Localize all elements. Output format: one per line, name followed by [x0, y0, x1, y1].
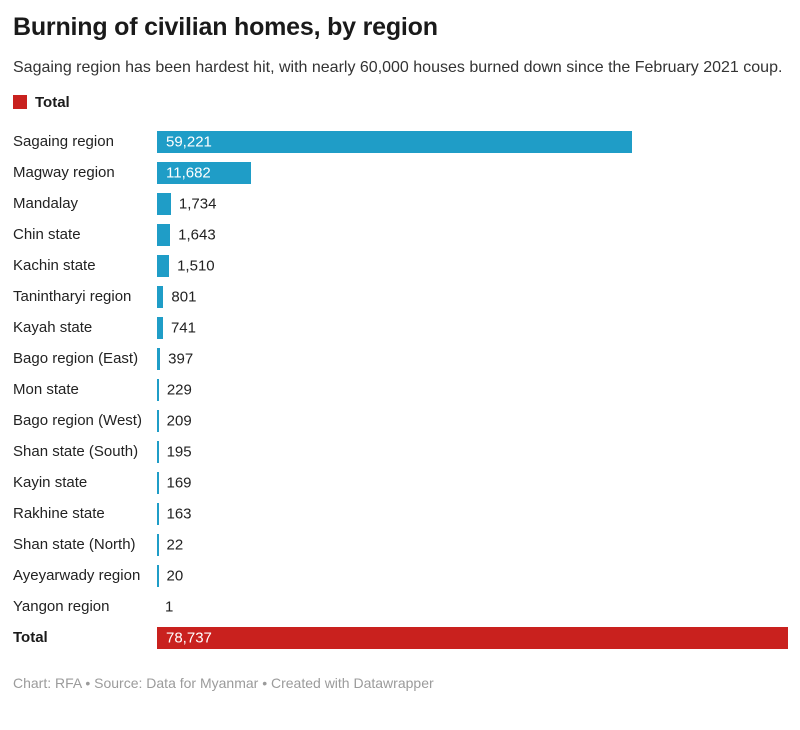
- row-label: Bago region (East): [13, 350, 139, 367]
- row-label: Shan state (North): [13, 536, 136, 553]
- bar-area: 169: [157, 471, 788, 494]
- bar-value: 1: [165, 598, 174, 615]
- bar-row: Yangon region 1: [13, 591, 788, 622]
- bar-value: 163: [166, 505, 192, 522]
- bar: [157, 316, 163, 339]
- bar: [157, 471, 159, 494]
- row-label: Rakhine state: [13, 505, 105, 522]
- row-label: Total: [13, 629, 48, 646]
- bar-value: 229: [166, 381, 192, 398]
- total-bar: [157, 626, 788, 649]
- bar-area: 1,510: [157, 254, 788, 277]
- bar: [157, 254, 170, 277]
- row-label: Yangon region: [13, 598, 110, 615]
- bar: [157, 161, 251, 184]
- row-label: Chin state: [13, 226, 81, 243]
- bar-row: Bago region (West) 209: [13, 405, 788, 436]
- bar-row: Kachin state 1,510: [13, 250, 788, 281]
- footer-credit: Chart: RFA • Source: Data for Myanmar • …: [13, 675, 434, 691]
- bar: [157, 192, 171, 215]
- legend-swatch-icon: [13, 95, 27, 109]
- bar: [157, 409, 159, 432]
- row-label: Mon state: [13, 381, 79, 398]
- bar-area: 229: [157, 378, 788, 401]
- bar-area: 22: [157, 533, 788, 556]
- bar-row: Magway region 11,682: [13, 157, 788, 188]
- bar-area: 20: [157, 564, 788, 587]
- bar-row: Total 78,737: [13, 622, 788, 653]
- bar: [157, 533, 159, 556]
- bar-row: Mon state 229: [13, 374, 788, 405]
- bar-value: 78,737: [166, 629, 212, 646]
- row-label: Sagaing region: [13, 133, 114, 150]
- bar-row: Shan state (South) 195: [13, 436, 788, 467]
- bar-row: Mandalay 1,734: [13, 188, 788, 219]
- bar: [157, 223, 171, 246]
- bar: [157, 564, 159, 587]
- chart-rows: Sagaing region 59,221 Magway region 11,682 M…: [13, 126, 788, 653]
- bar-value: 22: [166, 536, 184, 553]
- bar-area: 1: [157, 596, 788, 618]
- row-label: Magway region: [13, 164, 115, 181]
- bar: [157, 502, 159, 525]
- row-label: Shan state (South): [13, 443, 139, 460]
- bar: [157, 440, 159, 463]
- chart-card: Burning of civilian homes, by region Sag…: [13, 13, 788, 653]
- bar-row: Sagaing region 59,221: [13, 126, 788, 157]
- bar: [157, 285, 164, 308]
- bar-value: 397: [168, 350, 194, 367]
- bar-area: 78,737: [157, 626, 788, 649]
- bar-area: 195: [157, 440, 788, 463]
- bar-value: 11,682: [166, 164, 211, 181]
- legend: Total: [13, 93, 788, 111]
- row-label: Mandalay: [13, 195, 79, 212]
- bar: [157, 130, 632, 153]
- bar-value: 59,221: [166, 133, 212, 150]
- bar-value: 741: [170, 319, 196, 336]
- bar-area: 11,682: [157, 161, 788, 184]
- bar-area: 801: [157, 285, 788, 308]
- page-subtitle: Sagaing region has been hardest hit, wit…: [13, 59, 783, 76]
- bar-area: 59,221: [157, 130, 788, 153]
- legend-label: Total: [35, 93, 70, 111]
- row-label: Tanintharyi region: [13, 288, 132, 305]
- page-title: Burning of civilian homes, by region: [13, 13, 438, 41]
- bar-row: Kayah state 741: [13, 312, 788, 343]
- bar-value: 20: [166, 567, 184, 584]
- bar-value: 1,643: [178, 226, 216, 243]
- bar-value: 801: [171, 288, 197, 305]
- row-label: Kachin state: [13, 257, 96, 274]
- bar-row: Rakhine state 163: [13, 498, 788, 529]
- bar-value: 169: [166, 474, 192, 491]
- bar-area: 1,734: [157, 192, 788, 215]
- bar-row: Ayeyarwady region 20: [13, 560, 788, 591]
- bar-row: Shan state (North) 22: [13, 529, 788, 560]
- bar-area: 397: [157, 347, 788, 370]
- bar-area: 741: [157, 316, 788, 339]
- bar-row: Kayin state 169: [13, 467, 788, 498]
- row-label: Bago region (West): [13, 412, 142, 429]
- bar-row: Tanintharyi region 801: [13, 281, 788, 312]
- row-label: Kayin state: [13, 474, 88, 491]
- bar: [157, 347, 161, 370]
- bar-value: 195: [166, 443, 192, 460]
- row-label: Kayah state: [13, 319, 93, 336]
- row-label: Ayeyarwady region: [13, 567, 141, 584]
- bar-row: Bago region (East) 397: [13, 343, 788, 374]
- bar-area: 209: [157, 409, 788, 432]
- bar-value: 1,510: [177, 257, 215, 274]
- bar-row: Chin state 1,643: [13, 219, 788, 250]
- bar: [157, 378, 159, 401]
- bar-value: 1,734: [178, 195, 217, 212]
- bar-value: 209: [166, 412, 192, 429]
- bar-area: 163: [157, 502, 788, 525]
- bar-chart: Sagaing region 59,221 Magway region 11,682 M…: [13, 126, 788, 653]
- bar-area: 1,643: [157, 223, 788, 246]
